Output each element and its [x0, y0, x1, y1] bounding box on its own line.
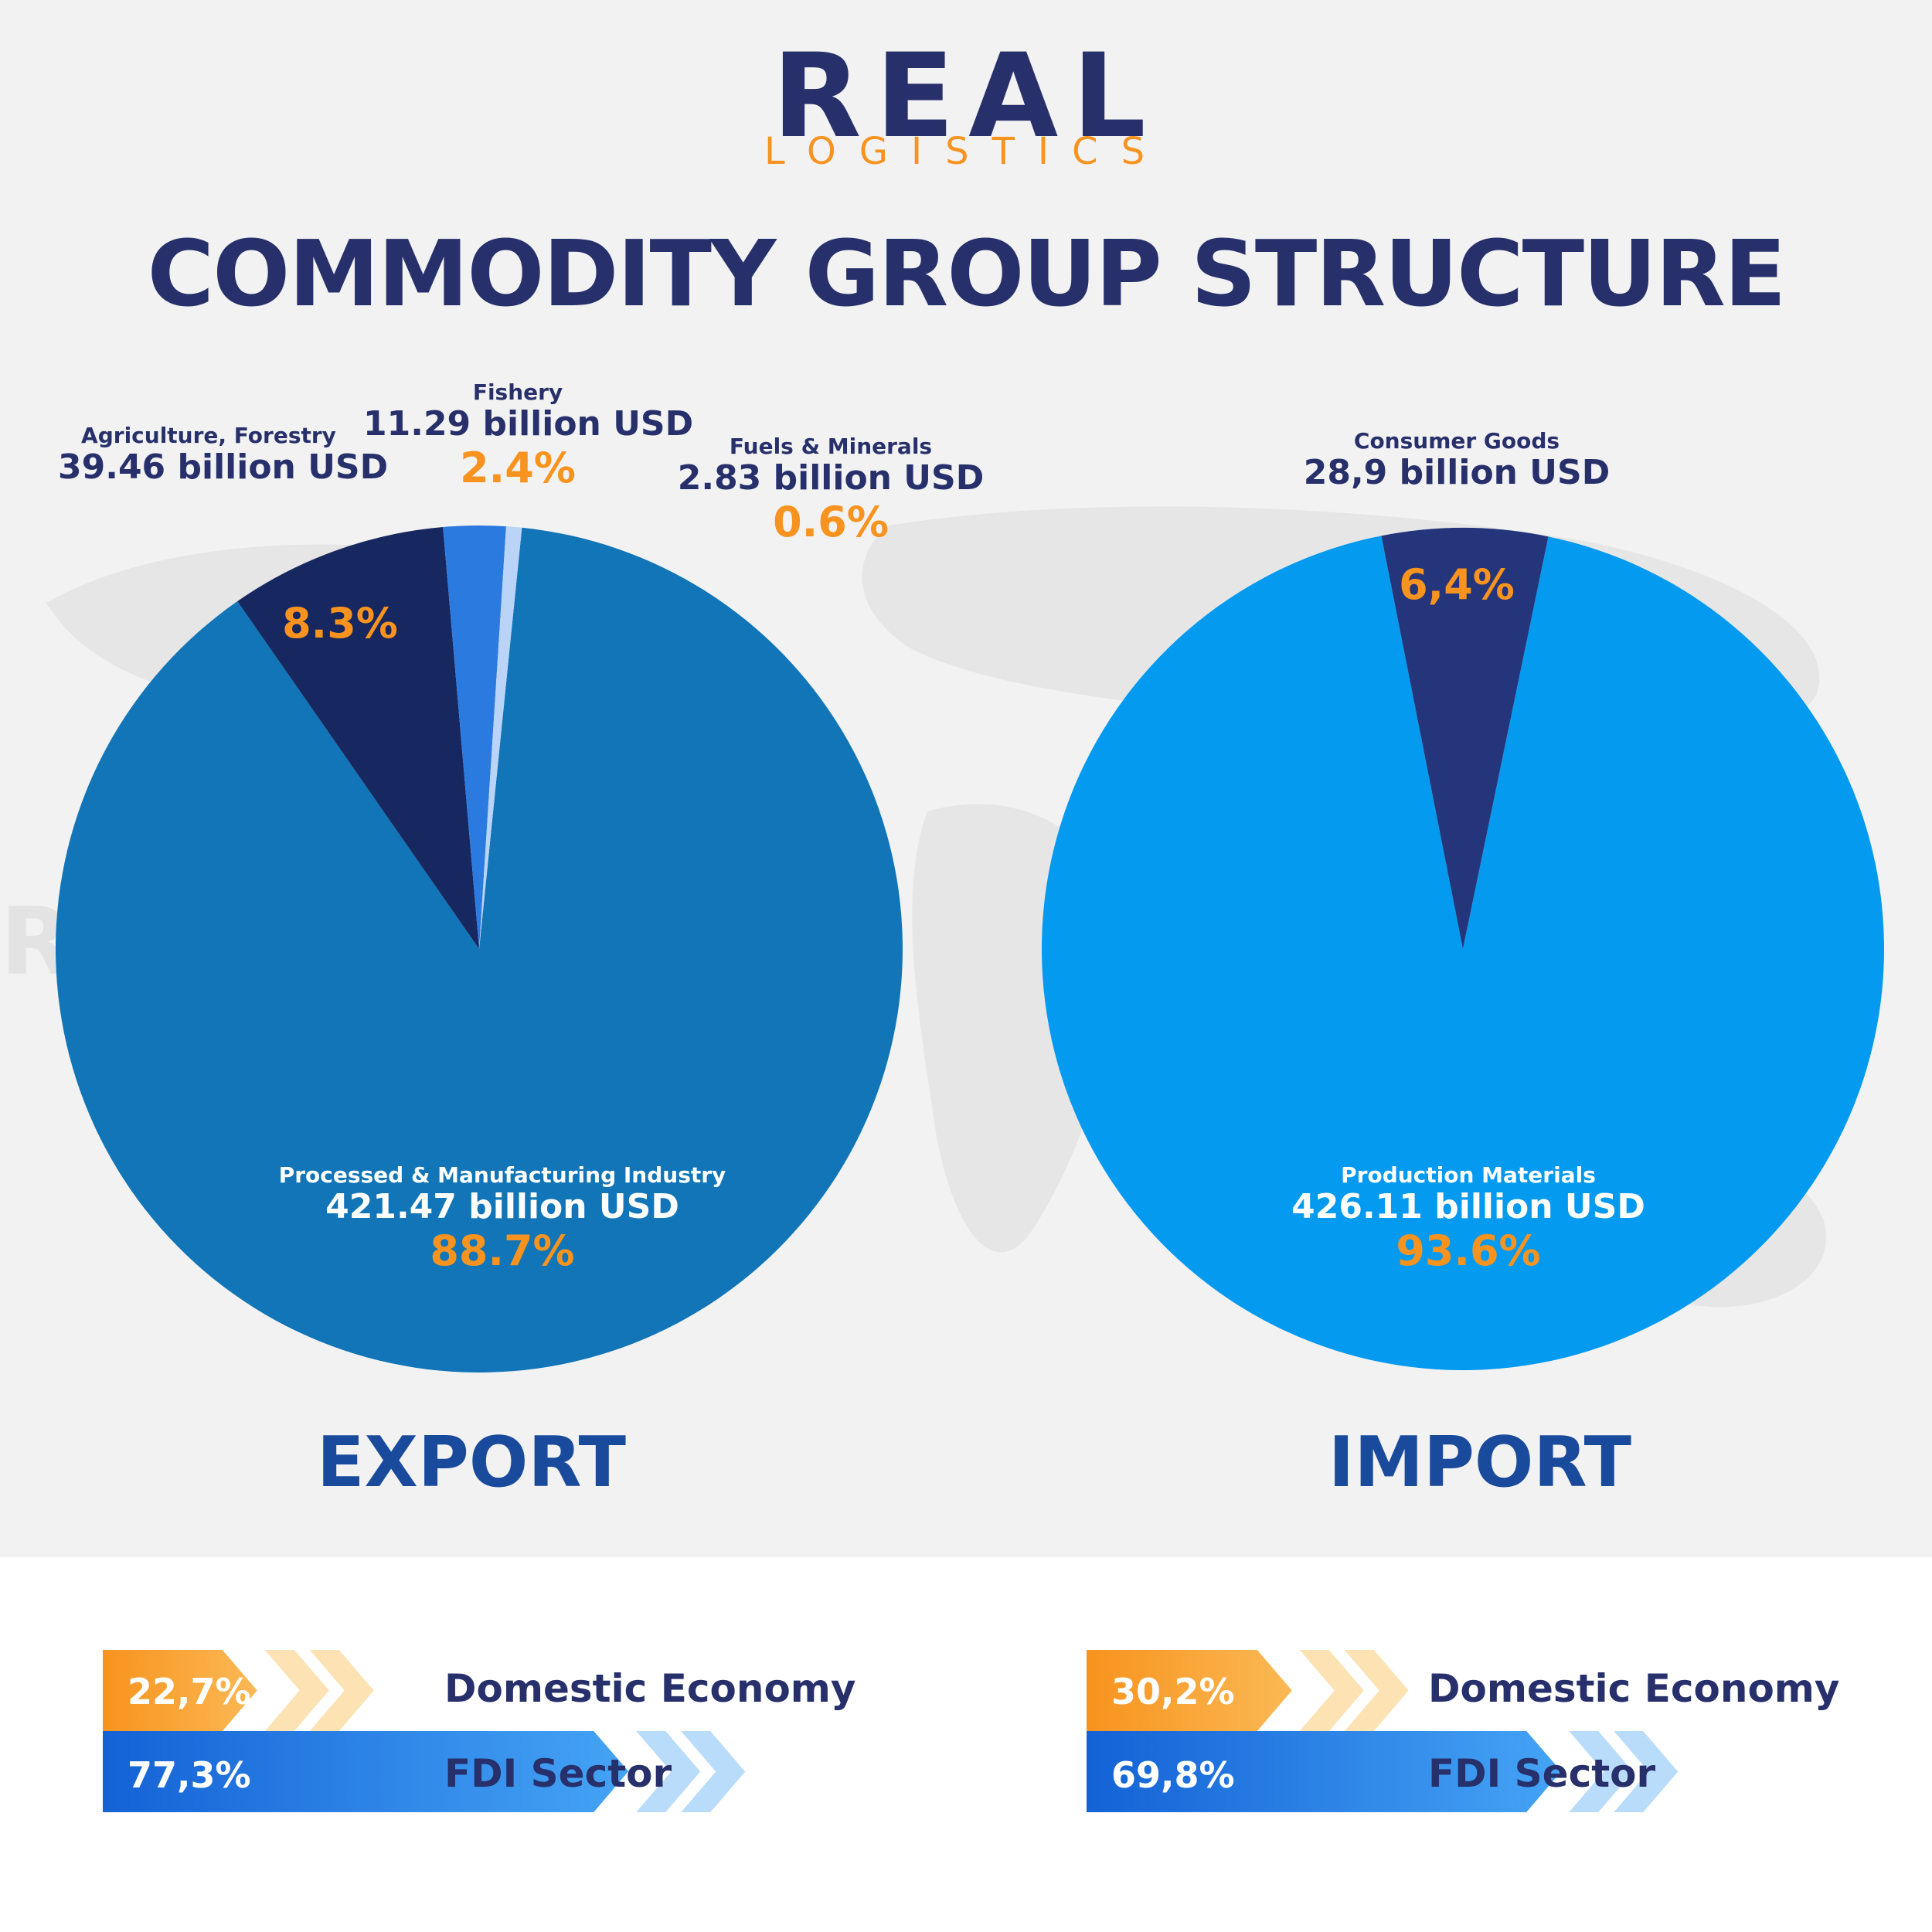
domestic-share-bar: [103, 1650, 257, 1731]
export-fdi-label: FDI Sector: [444, 1751, 672, 1796]
import-fdi-label: FDI Sector: [1428, 1751, 1656, 1796]
domestic-chevron: [1299, 1650, 1364, 1731]
upper-panel: REAL REAL REAL REAL REAL LOGISTICS COMMO…: [0, 0, 1932, 1557]
slice-percent: 0.6%: [773, 497, 889, 546]
pie-slice-consumer-goods: [1381, 527, 1549, 949]
page-title: COMMODITY GROUP STRUCTURE: [147, 220, 1787, 327]
export-fishery-label: Fishery 11.29 billion USD 2.4%: [363, 379, 694, 492]
fdi-chevron: [1569, 1731, 1634, 1812]
slice-name: Production Materials: [1341, 1162, 1596, 1188]
export-manufacturing-label: Processed & Manufacturing Industry 421.4…: [255, 1162, 750, 1275]
pie-slice-fuels-minerals: [479, 526, 522, 949]
fdi-chevron: [1614, 1731, 1679, 1812]
import-fdi-percent: 69,8%: [1111, 1754, 1235, 1796]
domestic-chevron: [1344, 1650, 1409, 1731]
export-agri-percent: 8.3%: [282, 599, 398, 648]
slice-percent: 93.6%: [1396, 1226, 1541, 1275]
import-chart-title: IMPORT: [1328, 1422, 1632, 1503]
import-domestic-label: Domestic Economy: [1428, 1666, 1840, 1711]
export-domestic-percent: 22,7%: [128, 1671, 251, 1713]
import-domestic-percent: 30,2%: [1111, 1671, 1235, 1713]
slice-value: 28,9 billion USD: [1303, 453, 1611, 493]
export-fdi-percent: 77,3%: [128, 1754, 251, 1796]
brand-logo-subtitle: LOGISTICS: [764, 130, 1168, 173]
export-agri-label: Agriculture, Forestry 39.46 billion USD: [58, 423, 389, 488]
pie-slice-processed-manufacturing-industry: [55, 527, 903, 1372]
domestic-chevron: [309, 1650, 374, 1731]
domestic-chevron: [264, 1650, 329, 1731]
slice-name: Agriculture, Forestry: [81, 423, 336, 448]
brand-logo: REAL: [772, 29, 1160, 164]
fdi-chevron: [681, 1731, 746, 1812]
export-sector-bars: [103, 1650, 746, 1812]
export-pie: [55, 526, 903, 1372]
fdi-share-bar: [1087, 1731, 1562, 1812]
fdi-chevron: [636, 1731, 701, 1812]
domestic-share-bar: [1087, 1650, 1292, 1731]
import-consumer-percent: 6,4%: [1399, 560, 1515, 609]
pie-slice-production-materials: [1042, 536, 1884, 1370]
slice-name: Fuels & Minerals: [729, 434, 933, 459]
slice-value: 426.11 billion USD: [1291, 1187, 1645, 1227]
import-sector-bars: [1087, 1650, 1679, 1812]
pie-slice-agriculture-forestry: [237, 527, 479, 949]
slice-percent: 2.4%: [460, 443, 576, 492]
export-domestic-label: Domestic Economy: [444, 1666, 856, 1711]
slice-value: 2.83 billion USD: [677, 458, 985, 498]
export-fuels-label: Fuels & Minerals 2.83 billion USD 0.6%: [672, 434, 989, 546]
fdi-share-bar: [103, 1731, 629, 1812]
slice-percent: 88.7%: [430, 1226, 575, 1275]
slice-value: 39.46 billion USD: [58, 447, 389, 488]
slice-name: Consumer Goods: [1353, 428, 1560, 454]
pie-slice-fishery: [443, 526, 506, 949]
sector-bars: [103, 1650, 1679, 1812]
slice-value: 11.29 billion USD: [363, 404, 694, 444]
export-chart-title: EXPORT: [317, 1422, 626, 1503]
import-materials-label: Production Materials 426.11 billion USD …: [1260, 1162, 1677, 1275]
import-consumer-label: Consumer Goods 28,9 billion USD: [1302, 428, 1611, 493]
slice-value: 421.47 billion USD: [325, 1187, 679, 1227]
slice-name: Fishery: [472, 379, 563, 405]
slice-name: Processed & Manufacturing Industry: [278, 1162, 726, 1188]
import-pie: [1042, 527, 1884, 1370]
pie-charts: [55, 526, 1884, 1372]
